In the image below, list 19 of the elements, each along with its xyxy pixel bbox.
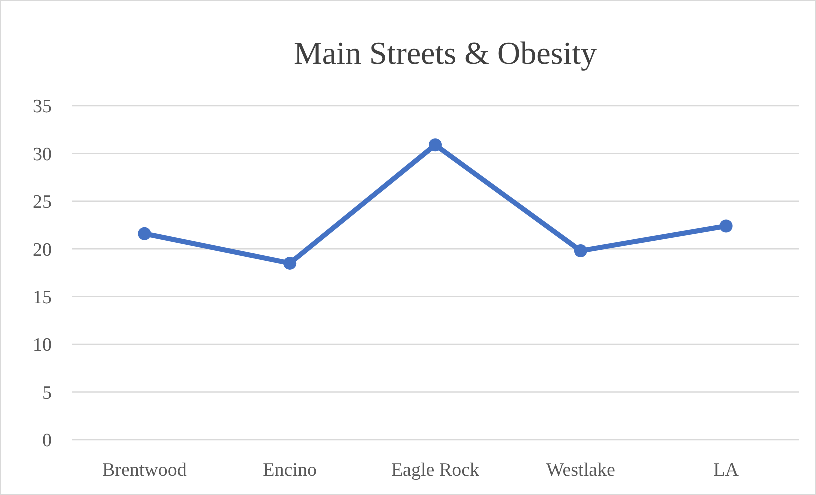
x-tick-label: LA [714, 460, 740, 481]
point [284, 256, 297, 270]
x-tick-label: Westlake [546, 460, 616, 481]
x-tick-label: Brentwood [102, 460, 188, 481]
point [720, 220, 733, 233]
point [138, 227, 152, 240]
y-tick-label: 30 [33, 144, 52, 166]
y-tick-label: 0 [42, 430, 52, 452]
x-tick-label: Eagle Rock [391, 460, 480, 481]
point [429, 138, 442, 152]
y-tick-label: 10 [33, 335, 52, 356]
y-tick-label: 35 [33, 96, 52, 118]
point [574, 244, 588, 258]
y-tick-label: 25 [33, 192, 52, 214]
x-tick-label: Encino [263, 460, 318, 481]
chart-title: Main Streets & Obesity [294, 35, 598, 71]
y-tick-label: 15 [33, 288, 52, 309]
y-tick-label: 5 [42, 382, 52, 404]
y-tick-label: 20 [33, 240, 52, 261]
